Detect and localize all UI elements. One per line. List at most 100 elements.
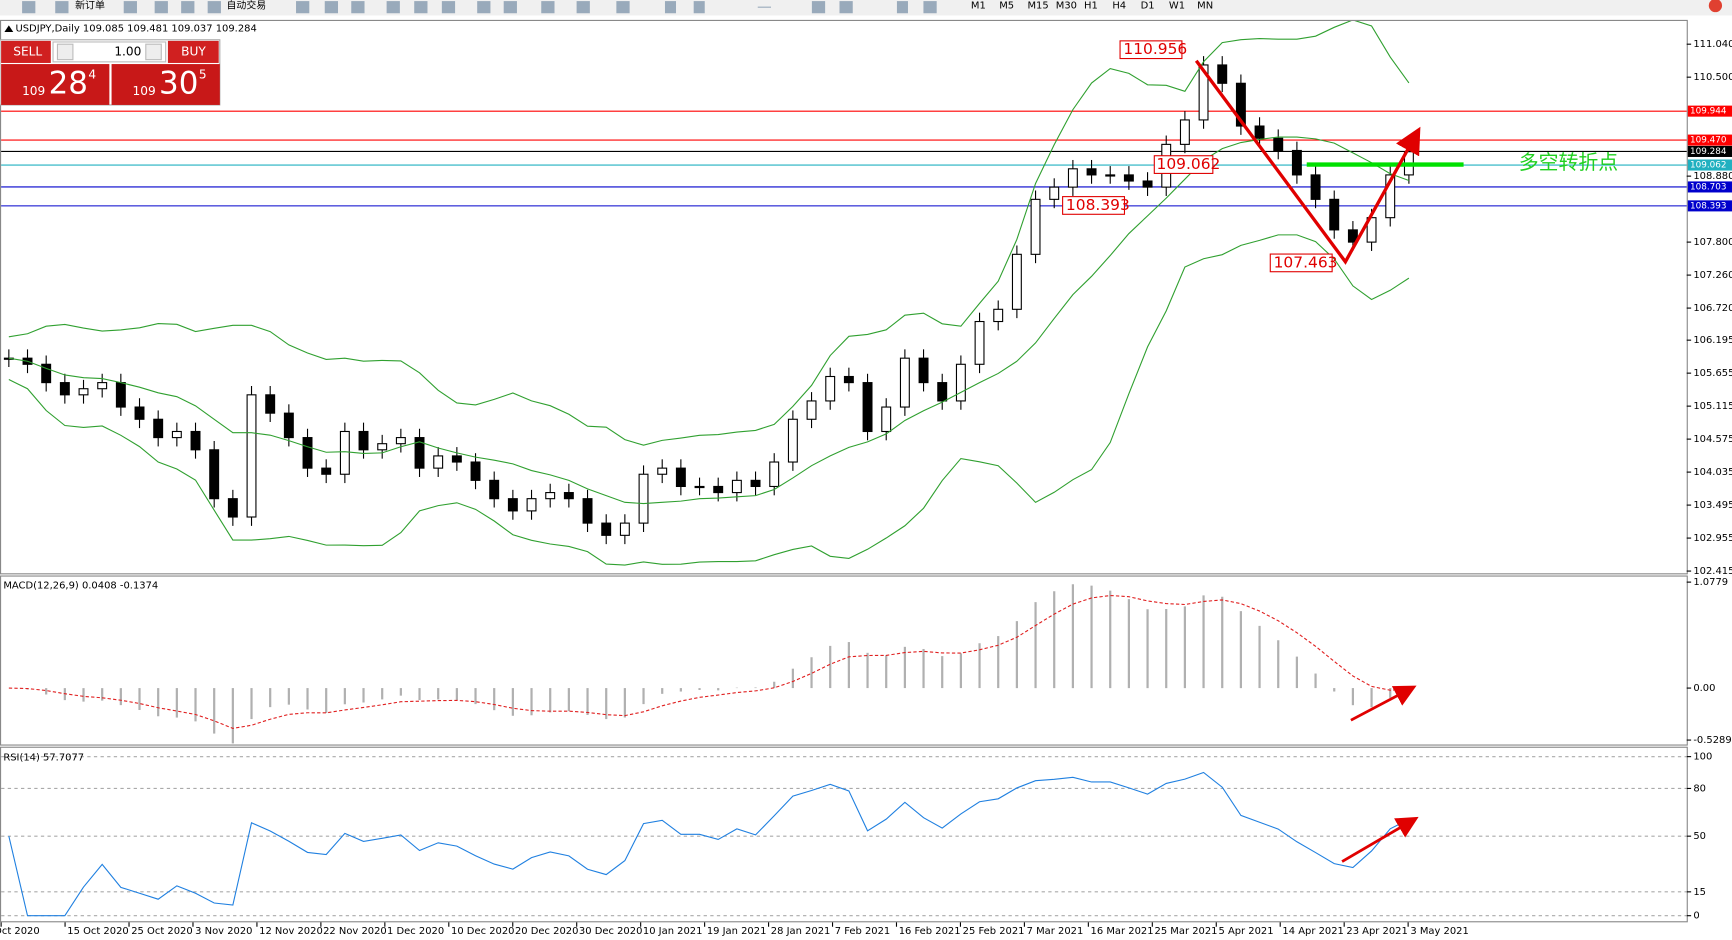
y-tick-label: 105.115 — [1693, 401, 1732, 412]
timeframe-button[interactable]: M15 — [1027, 1, 1048, 12]
candle — [1142, 180, 1153, 188]
candle — [937, 382, 948, 402]
price-label-box — [1687, 181, 1732, 193]
buy-pips: 30 — [159, 66, 198, 102]
price-label: 108.393 — [1690, 201, 1727, 211]
main-frame — [0, 19, 1688, 575]
candle — [769, 461, 780, 488]
candle — [1347, 229, 1358, 243]
candle — [657, 467, 668, 475]
candle — [321, 467, 332, 475]
timeframe-button[interactable]: W1 — [1169, 1, 1185, 12]
candle — [1179, 119, 1190, 145]
y-tick-label: 0.00 — [1693, 683, 1715, 694]
price-label: 109.284 — [1690, 147, 1727, 157]
sell-fraction: 4 — [88, 68, 96, 82]
y-tick-label: 102.955 — [1693, 533, 1732, 544]
candle — [1235, 82, 1246, 127]
time-label: 22 Nov 2020 — [323, 926, 387, 937]
candle — [694, 485, 705, 489]
candle — [955, 363, 966, 402]
timeframe-button[interactable]: M30 — [1056, 1, 1077, 12]
y-tick-label: 105.655 — [1693, 368, 1732, 379]
time-label: 16 Feb 2021 — [899, 926, 961, 937]
rsi-frame — [0, 746, 1688, 923]
candle — [526, 498, 537, 512]
price-label-box — [1687, 105, 1732, 117]
time-label: 7 Mar 2021 — [1027, 926, 1084, 937]
candle — [97, 382, 108, 390]
y-tick-label: 104.575 — [1693, 434, 1732, 445]
lots[interactable]: 1.00 — [114, 44, 141, 58]
price-label: 109.062 — [1690, 161, 1727, 171]
y-tick-label: 107.260 — [1693, 270, 1732, 281]
candle — [1086, 168, 1097, 176]
candle — [246, 394, 257, 518]
timeframe-button[interactable]: MN — [1197, 1, 1213, 12]
candle — [358, 430, 369, 451]
time-label: 19 Jan 2021 — [707, 926, 767, 937]
macd-title: MACD(12,26,9) 0.0408 -0.1374 — [3, 580, 158, 591]
timeframe-button[interactable]: H1 — [1084, 1, 1098, 12]
candle — [750, 479, 761, 488]
toolbar-button[interactable]: 新订单 — [75, 0, 105, 12]
sell-pips: 28 — [49, 66, 88, 102]
candle — [1329, 198, 1340, 231]
candle — [134, 406, 145, 420]
candle — [433, 455, 444, 469]
price-label-box — [1687, 145, 1732, 157]
candle — [993, 308, 1004, 323]
sell-label[interactable]: SELL — [13, 44, 42, 58]
toolbar-button[interactable]: 自动交易 — [226, 0, 266, 12]
candle — [265, 394, 276, 414]
candle — [974, 320, 985, 365]
candle — [1105, 174, 1116, 177]
candle — [1291, 149, 1302, 176]
y-tick-label: 108.880 — [1693, 171, 1732, 182]
chart-title: USDJPY,Daily 109.085 109.481 109.037 109… — [15, 24, 256, 35]
annotation: 110.956 — [1123, 40, 1187, 58]
candle — [171, 430, 182, 439]
candle — [825, 375, 836, 402]
candle — [339, 430, 350, 475]
sell-button[interactable] — [1, 40, 51, 63]
candle — [881, 406, 892, 433]
candle — [377, 443, 388, 451]
time-label: 16 Mar 2021 — [1091, 926, 1154, 937]
y-tick-label: 50 — [1693, 831, 1706, 842]
bollinger-band — [8, 20, 1410, 446]
time-label: 5 Oct 2020 — [0, 926, 40, 937]
timeframe-button[interactable]: M1 — [971, 1, 986, 12]
buy-label[interactable]: BUY — [181, 44, 206, 58]
time-label: 25 Oct 2020 — [131, 926, 192, 937]
candle — [806, 400, 817, 420]
time-label: 10 Jan 2021 — [643, 926, 703, 937]
candle — [1067, 168, 1078, 188]
price-label: 109.470 — [1690, 136, 1727, 146]
timeframe-button[interactable]: M5 — [999, 1, 1014, 12]
macd-signal — [8, 594, 1409, 729]
buy-price[interactable] — [111, 64, 220, 105]
candle — [1011, 253, 1022, 310]
candle — [918, 357, 929, 384]
candle — [41, 363, 52, 384]
candles — [3, 20, 1414, 566]
candle — [507, 498, 518, 512]
buy-button[interactable] — [167, 40, 219, 63]
y-tick-label: 1.0779 — [1693, 577, 1728, 588]
time-label: 20 Dec 2020 — [515, 926, 578, 937]
candle — [209, 449, 220, 500]
sell-price[interactable] — [1, 64, 110, 105]
candle — [1049, 186, 1060, 200]
candle — [1030, 198, 1041, 255]
time-label: 3 Nov 2020 — [195, 926, 252, 937]
candle — [545, 492, 556, 500]
y-tick-label: 103.495 — [1693, 500, 1732, 511]
time-label: 25 Mar 2021 — [1155, 926, 1218, 937]
y-tick-label: 111.040 — [1693, 39, 1732, 50]
timeframe-button[interactable]: D1 — [1141, 1, 1155, 12]
drawings — [1062, 40, 1464, 863]
timeframe-button[interactable]: H4 — [1112, 1, 1126, 12]
